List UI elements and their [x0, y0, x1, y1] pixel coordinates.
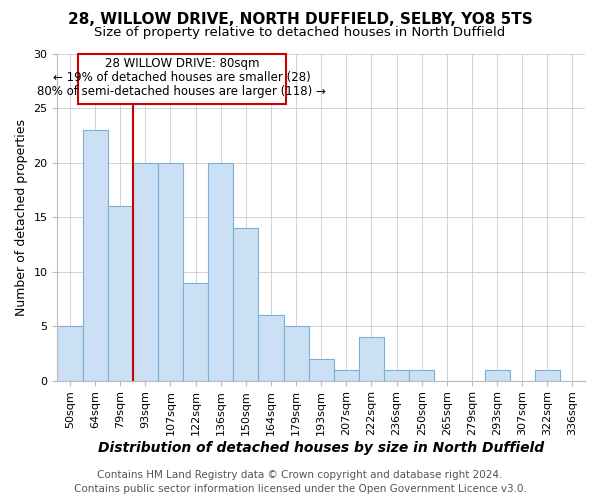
Text: Contains HM Land Registry data © Crown copyright and database right 2024.
Contai: Contains HM Land Registry data © Crown c… [74, 470, 526, 494]
X-axis label: Distribution of detached houses by size in North Duffield: Distribution of detached houses by size … [98, 441, 544, 455]
Bar [359, 337, 384, 380]
Bar [485, 370, 509, 380]
Text: 28, WILLOW DRIVE, NORTH DUFFIELD, SELBY, YO8 5TS: 28, WILLOW DRIVE, NORTH DUFFIELD, SELBY,… [68, 12, 532, 28]
Bar [77, 54, 286, 104]
Text: ← 19% of detached houses are smaller (28): ← 19% of detached houses are smaller (28… [53, 71, 311, 84]
Bar [384, 370, 409, 380]
Bar [183, 282, 208, 380]
Bar [409, 370, 434, 380]
Bar [284, 326, 308, 380]
Bar [133, 163, 158, 380]
Bar [158, 163, 183, 380]
Bar [233, 228, 259, 380]
Bar [259, 316, 284, 380]
Text: 28 WILLOW DRIVE: 80sqm: 28 WILLOW DRIVE: 80sqm [104, 58, 259, 70]
Text: Size of property relative to detached houses in North Duffield: Size of property relative to detached ho… [94, 26, 506, 39]
Text: 80% of semi-detached houses are larger (118) →: 80% of semi-detached houses are larger (… [37, 84, 326, 98]
Bar [107, 206, 133, 380]
Y-axis label: Number of detached properties: Number of detached properties [15, 119, 28, 316]
Bar [334, 370, 359, 380]
Bar [208, 163, 233, 380]
Bar [58, 326, 83, 380]
Bar [83, 130, 107, 380]
Bar [535, 370, 560, 380]
Bar [308, 359, 334, 380]
